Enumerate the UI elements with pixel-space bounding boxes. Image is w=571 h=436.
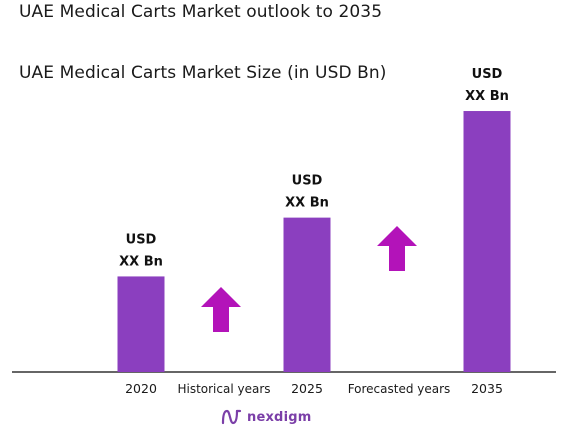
growth-arrow-icon	[377, 226, 417, 271]
data-label-2020-value: XX Bn	[119, 254, 163, 269]
brand-logo: nexdigm	[221, 407, 311, 427]
bar-2025	[283, 217, 331, 372]
tick-label-2025: 2025	[291, 381, 323, 396]
growth-arrow-icon	[201, 287, 241, 332]
tick-label-2035: 2035	[471, 381, 503, 396]
page-title: UAE Medical Carts Market outlook to 2035	[19, 2, 383, 22]
period-label-historical: Historical years	[177, 382, 270, 396]
data-label-2025-currency: USD	[292, 174, 323, 189]
nexdigm-logo-icon	[221, 409, 242, 425]
data-label-2035-value: XX Bn	[465, 89, 509, 104]
bar-2035	[463, 111, 511, 372]
data-label-2035-currency: USD	[472, 67, 503, 82]
chart-title: UAE Medical Carts Market Size (in USD Bn…	[19, 63, 387, 83]
tick-label-2020: 2020	[125, 381, 157, 396]
period-label-forecast: Forecasted years	[348, 382, 451, 396]
brand-name: nexdigm	[247, 409, 312, 425]
data-label-2025-value: XX Bn	[285, 196, 329, 211]
bar-2020	[117, 276, 165, 372]
data-label-2020-currency: USD	[126, 232, 157, 247]
